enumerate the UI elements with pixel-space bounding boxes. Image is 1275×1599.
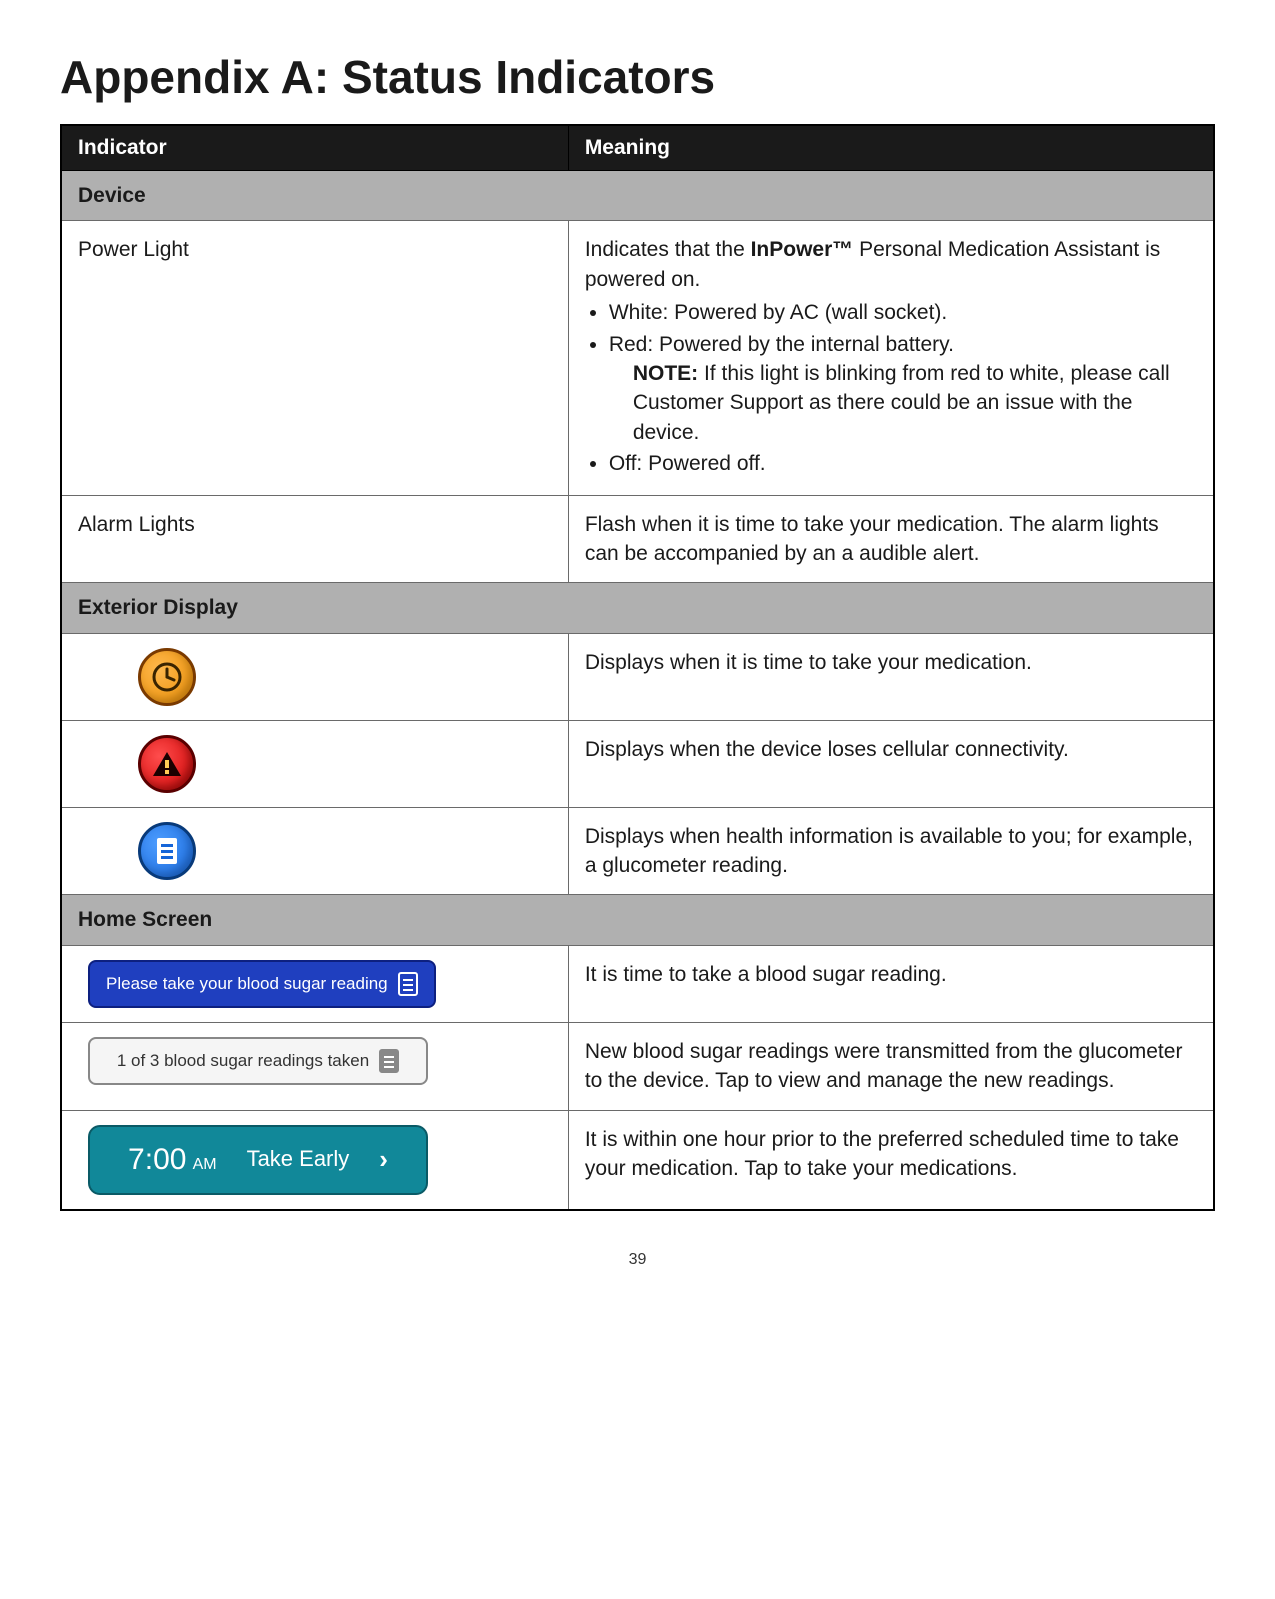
table-row: Please take your blood sugar reading It …: [61, 945, 1214, 1022]
list-item: Red: Powered by the internal battery. NO…: [609, 330, 1197, 448]
readings-taken-pill: 1 of 3 blood sugar readings taken: [88, 1037, 428, 1085]
document-meaning: Displays when health information is avai…: [568, 807, 1214, 895]
section-home: Home Screen: [61, 895, 1214, 945]
table-row: 1 of 3 blood sugar readings taken New bl…: [61, 1022, 1214, 1110]
clock-meaning: Displays when it is time to take your me…: [568, 633, 1214, 720]
power-light-meaning: Indicates that the InPower™ Personal Med…: [568, 221, 1214, 495]
warning-meaning: Displays when the device loses cellular …: [568, 720, 1214, 807]
alarm-lights-meaning: Flash when it is time to take your medic…: [568, 495, 1214, 583]
col-meaning: Meaning: [568, 125, 1214, 171]
clock-icon: [138, 648, 196, 706]
table-row: 7:00 AM Take Early › It is within one ho…: [61, 1110, 1214, 1210]
col-indicator: Indicator: [61, 125, 568, 171]
table-row: Displays when it is time to take your me…: [61, 633, 1214, 720]
list-item: Off: Powered off.: [609, 449, 1197, 478]
alarm-lights-label: Alarm Lights: [61, 495, 568, 583]
status-table: Indicator Meaning Device Power Light Ind…: [60, 124, 1215, 1211]
chevron-right-icon: ›: [379, 1141, 388, 1177]
take-reading-pill: Please take your blood sugar reading: [88, 960, 436, 1008]
table-row: Power Light Indicates that the InPower™ …: [61, 221, 1214, 495]
clipboard-icon: [398, 972, 418, 996]
take-early-pill: 7:00 AM Take Early ›: [88, 1125, 428, 1195]
readings-taken-meaning: New blood sugar readings were transmitte…: [568, 1022, 1214, 1110]
take-reading-meaning: It is time to take a blood sugar reading…: [568, 945, 1214, 1022]
page-number: 39: [60, 1251, 1215, 1269]
section-exterior: Exterior Display: [61, 583, 1214, 633]
take-early-meaning: It is within one hour prior to the prefe…: [568, 1110, 1214, 1210]
page-title: Appendix A: Status Indicators: [60, 50, 1215, 104]
power-light-bullets: White: Powered by AC (wall socket). Red:…: [585, 298, 1197, 478]
table-row: Displays when health information is avai…: [61, 807, 1214, 895]
clipboard-icon: [379, 1049, 399, 1073]
document-icon: [138, 822, 196, 880]
warning-icon: [138, 735, 196, 793]
section-device: Device: [61, 171, 1214, 221]
table-row: Alarm Lights Flash when it is time to ta…: [61, 495, 1214, 583]
table-row: Displays when the device loses cellular …: [61, 720, 1214, 807]
power-light-label: Power Light: [61, 221, 568, 495]
list-item: White: Powered by AC (wall socket).: [609, 298, 1197, 327]
